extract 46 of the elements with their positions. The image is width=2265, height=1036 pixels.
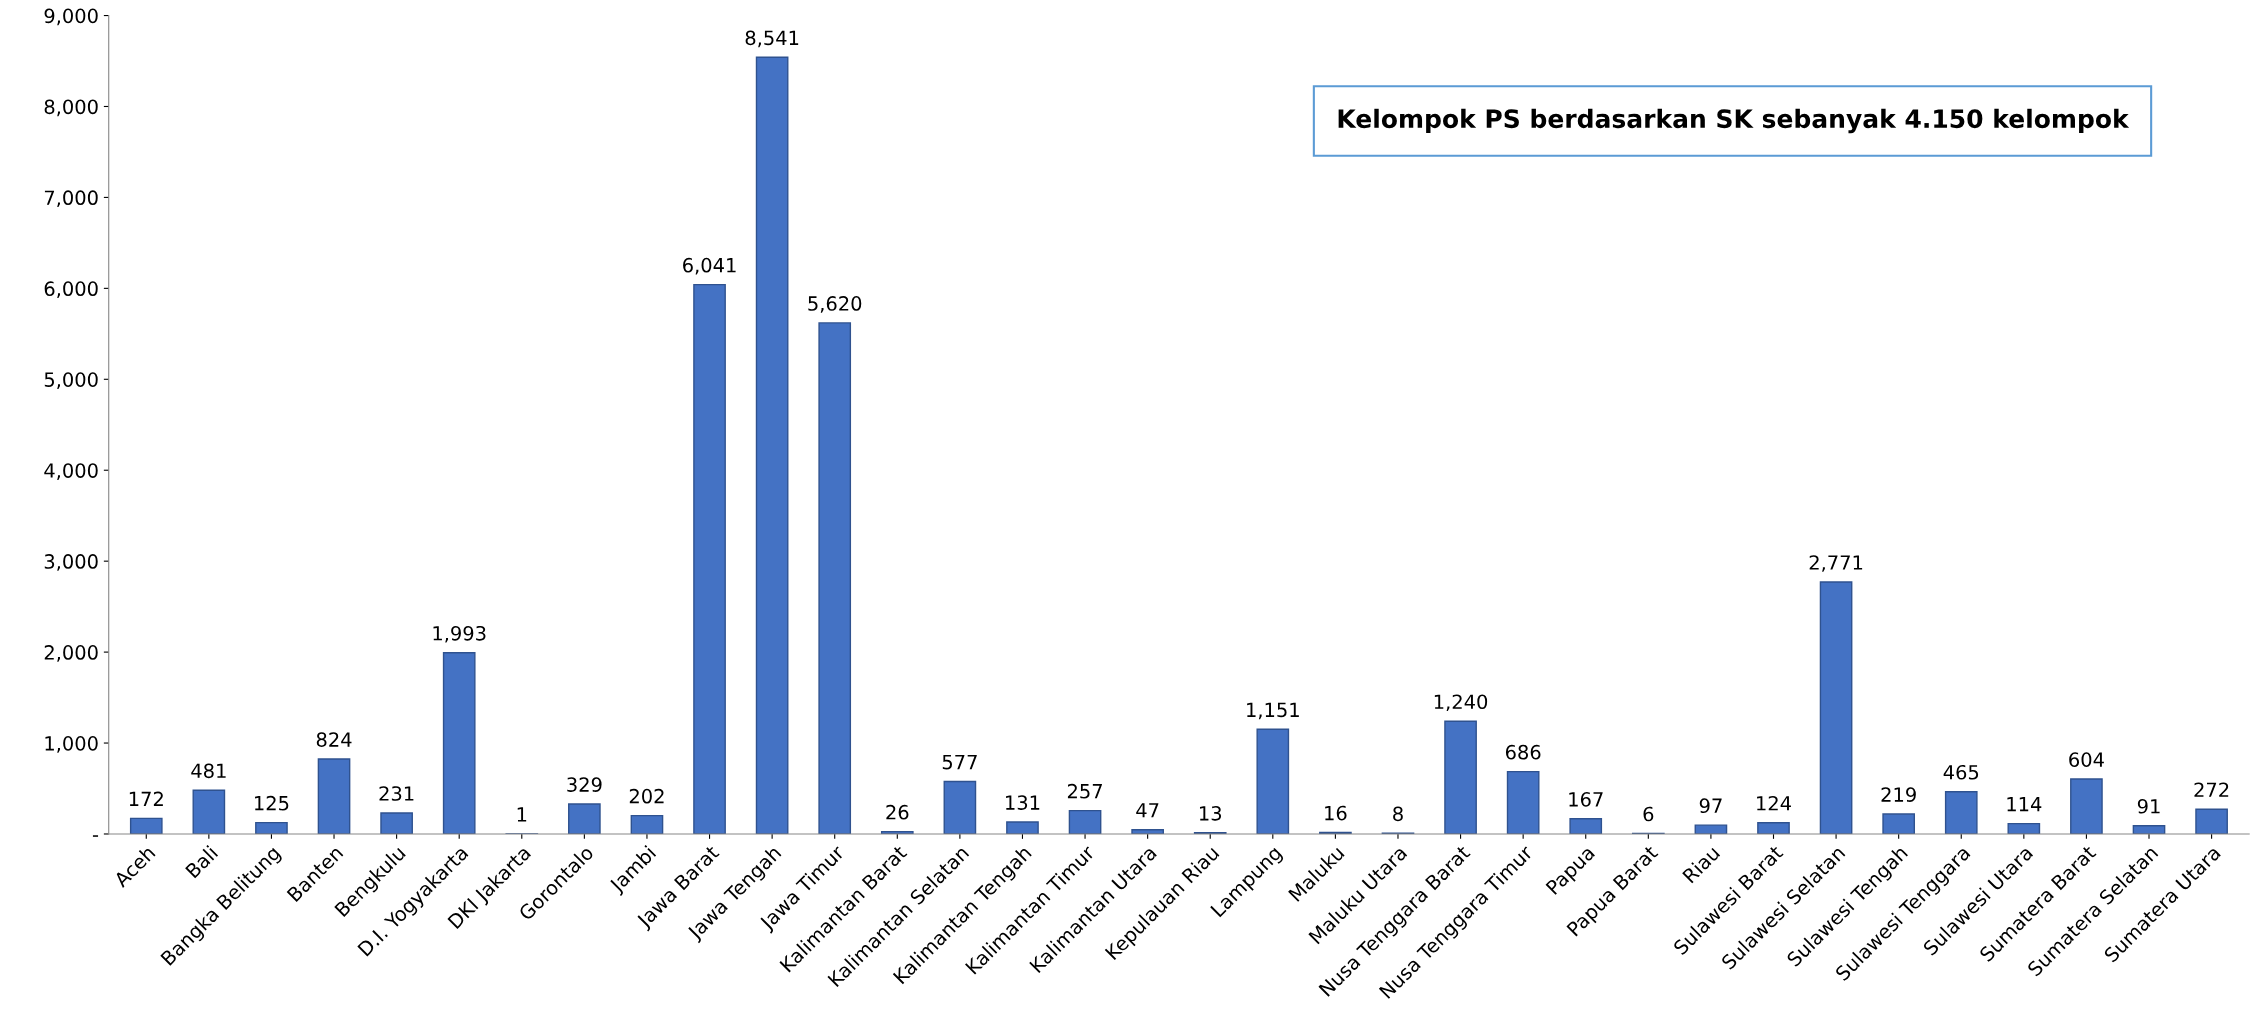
data-label: 465 [1943,764,1979,780]
y-tick-label: 3,000 [44,554,98,571]
data-label: 167 [1569,791,1603,807]
y-tick-label: 7,000 [44,190,98,208]
y-tick-label: 6,000 [44,281,98,298]
data-label: 114 [2007,797,2042,812]
data-label: 2,771 [1809,555,1863,572]
y-tick-label: 2,000 [44,645,98,662]
data-label: 125 [255,795,289,811]
data-label: 604 [2069,752,2104,767]
data-label: 1,240 [1434,694,1488,712]
data-label: 824 [316,732,352,747]
x-tick-label: Bali [184,844,219,879]
y-tick-label: 5,000 [44,372,98,389]
y-tick-label: 1,000 [45,736,98,753]
data-label: 1 [517,807,527,822]
data-label: 257 [1067,783,1102,799]
data-label: 97 [1699,798,1722,814]
y-tick-label: - [92,835,99,837]
data-label: 13 [1199,805,1222,821]
data-label: 172 [129,791,163,806]
y-tick-label: 9,000 [44,8,98,26]
data-label: 47 [1136,803,1159,818]
data-label: 26 [886,804,909,820]
data-label: 219 [1881,787,1916,802]
data-label: 1,993 [433,625,486,643]
data-label: 5,620 [808,296,862,313]
data-label: 6,041 [683,257,736,275]
data-label: 131 [1006,795,1040,810]
data-label: 329 [567,777,602,792]
data-label: 6 [1643,806,1654,822]
data-label: 481 [191,763,226,779]
y-tick-label: 4,000 [44,463,98,480]
data-label: 8 [1393,806,1403,822]
data-label: 124 [1757,795,1791,811]
data-label: 577 [942,754,977,770]
y-tick-label: 8,000 [44,99,98,117]
data-label: 202 [629,788,664,804]
data-label: 272 [2194,782,2229,797]
data-label: 16 [1325,805,1347,821]
data-label: 91 [2137,798,2160,814]
data-label: 231 [379,786,414,801]
data-label: 1,151 [1247,702,1299,720]
data-label: 8,541 [745,30,799,48]
annotation: Kelompok PS berdasarkan SK sebanyak 4.150 kelompok [1338,108,2130,134]
data-label: 686 [1505,744,1541,760]
